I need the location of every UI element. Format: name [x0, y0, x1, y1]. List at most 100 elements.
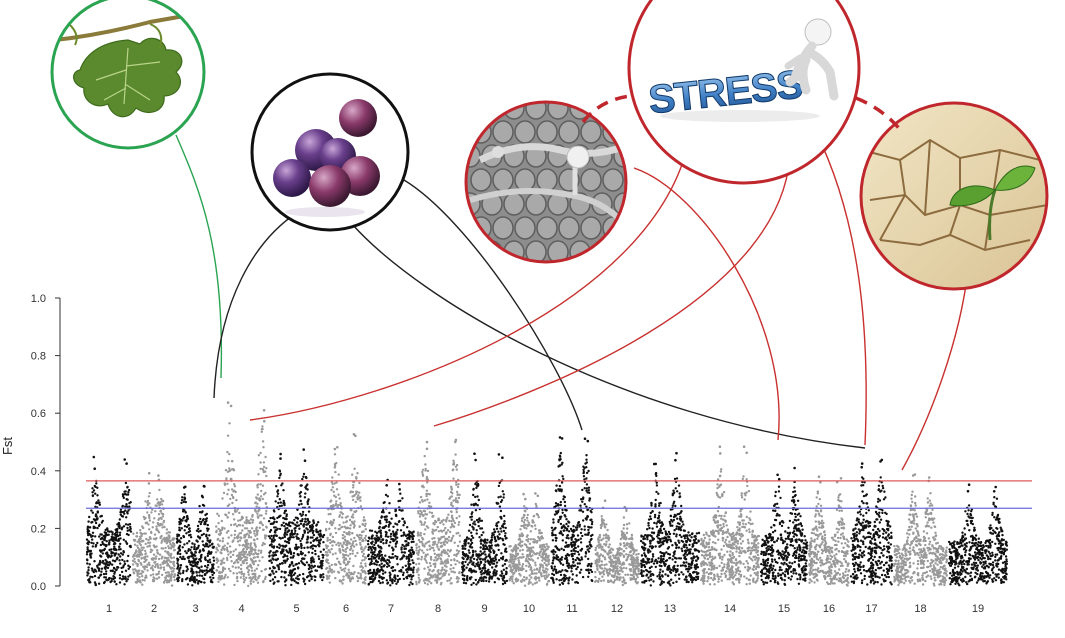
snp-point: [319, 564, 322, 568]
snp-point: [270, 538, 274, 541]
snp-point: [372, 556, 375, 559]
snp-point: [531, 525, 534, 528]
snp-point: [176, 577, 180, 580]
snp-point: [598, 572, 602, 576]
snp-point: [100, 514, 104, 518]
fungus-link: [633, 167, 780, 441]
snp-point: [637, 570, 640, 573]
snp-point: [476, 495, 479, 498]
snp-point: [521, 563, 525, 566]
snp-point: [524, 523, 527, 527]
snp-point: [152, 579, 156, 583]
snp-point: [567, 530, 571, 533]
snp-point: [243, 559, 246, 562]
snp-point: [96, 526, 99, 530]
snp-point: [254, 534, 257, 537]
snp-point: [462, 581, 466, 585]
snp-point: [542, 550, 545, 554]
snp-point: [148, 519, 151, 522]
snp-point: [360, 534, 363, 537]
snp-point: [468, 576, 472, 579]
snp-point: [270, 534, 273, 538]
snp-point: [181, 571, 185, 575]
snp-point: [125, 505, 128, 508]
snp-point: [154, 565, 157, 569]
snp-point: [612, 575, 615, 579]
snp-point: [420, 558, 423, 561]
snp-point: [249, 552, 253, 555]
snp-peak-point: [125, 462, 128, 465]
snp-point: [85, 538, 89, 541]
snp-point: [200, 574, 204, 578]
snp-point: [86, 532, 90, 535]
snp-peak-point: [279, 452, 282, 456]
snp-point: [235, 572, 239, 575]
snp-point: [446, 579, 449, 583]
snp-point: [143, 560, 146, 564]
snp-point: [317, 539, 320, 542]
snp-point: [242, 572, 246, 576]
snp-point: [306, 488, 309, 491]
snp-point: [625, 558, 629, 561]
snp-point: [97, 576, 101, 579]
snp-point: [303, 496, 307, 499]
snp-point: [547, 579, 551, 583]
snp-point: [154, 563, 157, 566]
snp-point: [164, 550, 167, 553]
stress-link-2: [433, 137, 791, 427]
snp-point: [105, 570, 108, 573]
snp-point: [262, 528, 265, 531]
snp-point: [106, 530, 110, 533]
snp-point: [151, 564, 154, 567]
snp-point: [209, 576, 212, 579]
snp-point: [541, 566, 545, 569]
snp-point: [632, 573, 635, 576]
snp-point: [118, 577, 122, 580]
snp-point: [328, 538, 332, 542]
snp-point: [183, 493, 186, 496]
snp-point: [533, 538, 536, 541]
snp-point: [441, 566, 444, 569]
snp-point: [230, 488, 234, 491]
snp-point: [543, 561, 546, 565]
snp-point: [321, 559, 324, 563]
snp-point: [198, 571, 201, 574]
snp-point: [634, 568, 637, 571]
snp-point: [229, 555, 232, 559]
snp-point: [262, 446, 265, 449]
snp-point: [329, 533, 332, 537]
snp-point: [183, 529, 186, 532]
snp-point: [129, 525, 132, 529]
snp-point: [450, 510, 453, 514]
snp-point: [439, 529, 443, 532]
snp-point: [588, 543, 592, 546]
snp-point: [519, 528, 522, 531]
snp-point: [292, 564, 295, 567]
snp-point: [293, 532, 297, 535]
snp-point: [498, 505, 502, 508]
snp-point: [257, 549, 260, 552]
stress-link-3: [814, 129, 867, 446]
snp-point: [504, 532, 507, 535]
snp-point: [412, 571, 415, 574]
snp-point: [355, 490, 358, 493]
snp-point: [586, 564, 589, 568]
snp-point: [608, 543, 611, 546]
snp-point: [377, 557, 381, 560]
snp-point: [147, 538, 150, 542]
snp-point: [364, 571, 367, 574]
snp-point: [584, 555, 587, 558]
snp-point: [158, 553, 162, 556]
snp-point: [439, 541, 443, 545]
snp-point: [325, 558, 328, 561]
snp-point: [183, 525, 187, 528]
snp-point: [344, 550, 347, 553]
snp-point: [265, 467, 268, 470]
snp-point: [444, 538, 447, 541]
snp-point: [121, 494, 125, 498]
snp-point: [198, 579, 201, 583]
snp-point: [342, 542, 346, 545]
snp-point: [291, 569, 295, 572]
snp-point: [351, 473, 354, 476]
snp-point: [586, 548, 589, 551]
